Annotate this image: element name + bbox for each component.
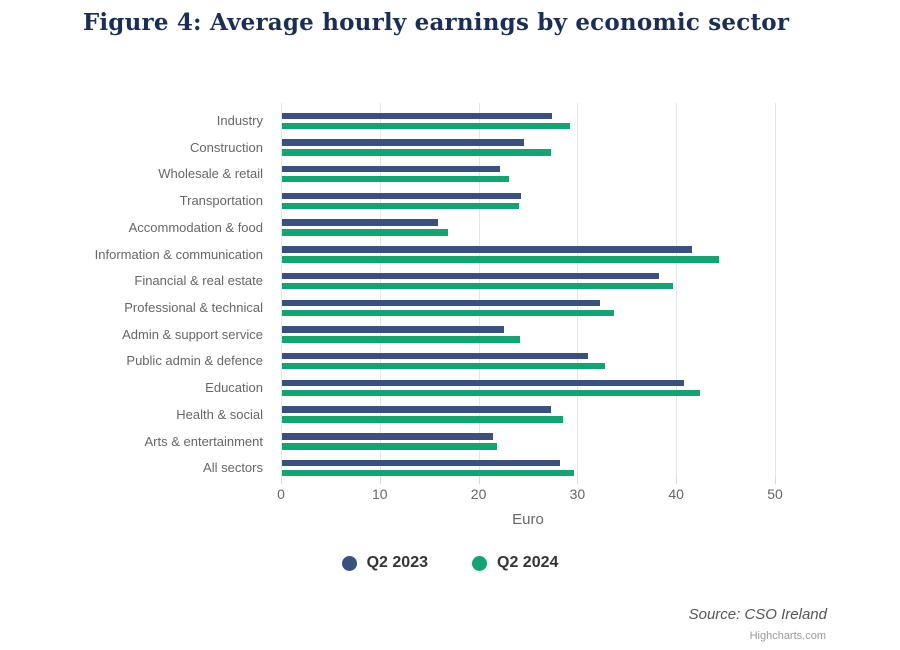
category-label: All sectors (203, 460, 263, 476)
highcharts-credits-link[interactable]: Highcharts.com (749, 630, 826, 642)
bar-q2-2023[interactable] (282, 406, 551, 413)
category-label: Admin & support service (122, 326, 263, 342)
chart-title: Figure 4: Average hourly earnings by eco… (82, 9, 790, 36)
bar-q2-2023[interactable] (282, 246, 693, 253)
x-tick-label: 50 (767, 486, 783, 502)
category-axis: Industry Construction Wholesale & retail Tr… (0, 103, 263, 477)
gridline (577, 103, 579, 477)
bar-q2-2024[interactable] (282, 122, 570, 129)
category-label: Accommodation & food (128, 219, 263, 235)
bar-q2-2023[interactable] (282, 299, 601, 306)
legend-label: Q2 2023 (366, 554, 428, 571)
category-label: Arts & entertainment (144, 433, 264, 449)
gridline (676, 103, 678, 477)
gridline (775, 103, 776, 477)
x-tick-label: 0 (277, 486, 285, 502)
bar-q2-2023[interactable] (282, 192, 522, 200)
bar-q2-2023[interactable] (282, 379, 685, 387)
bar-q2-2023[interactable] (282, 165, 501, 173)
bar-q2-2023[interactable] (282, 352, 589, 360)
legend-marker-icon (341, 555, 357, 571)
x-tick (478, 477, 480, 484)
x-tick-label: 20 (470, 486, 487, 502)
source-text: Source: CSO Ireland (688, 606, 827, 623)
bar-q2-2023[interactable] (282, 459, 560, 467)
bar-q2-2023[interactable] (282, 139, 525, 146)
bar-q2-2024[interactable] (282, 309, 614, 316)
legend-marker-icon (472, 555, 487, 571)
bar-q2-2024[interactable] (282, 256, 719, 263)
legend-item-q2-2024[interactable]: Q2 2024 (472, 554, 558, 572)
x-tick (577, 477, 579, 484)
category-label: Health & social (176, 406, 263, 422)
legend-item-q2-2023[interactable]: Q2 2023 (341, 554, 428, 572)
gridline (281, 103, 282, 477)
x-tick-label: 30 (569, 486, 586, 502)
x-axis-title: Euro (512, 511, 544, 528)
bar-q2-2024[interactable] (282, 175, 510, 183)
bar-q2-2024[interactable] (282, 202, 520, 210)
legend-label: Q2 2024 (497, 554, 559, 571)
bar-q2-2023[interactable] (282, 112, 552, 119)
gridline (478, 103, 480, 477)
x-tick (379, 477, 381, 484)
bar-q2-2024[interactable] (282, 336, 521, 343)
bar-q2-2023[interactable] (282, 433, 494, 440)
legend: Q2 2023 Q2 2024 (0, 554, 900, 572)
category-label: Financial & real estate (134, 273, 263, 289)
value-axis: 0 10 20 30 40 50 (277, 486, 783, 504)
bar-q2-2023[interactable] (282, 272, 660, 280)
bar-q2-2024[interactable] (282, 362, 606, 370)
category-label: Information & communication (94, 246, 263, 262)
bar-q2-2024[interactable] (282, 389, 700, 397)
x-tick (775, 477, 776, 484)
category-label: Professional & technical (124, 300, 263, 315)
category-label: Public admin & defence (126, 353, 263, 369)
category-label: Construction (190, 139, 263, 155)
category-label: Wholesale & retail (158, 166, 263, 182)
x-tick-label: 10 (372, 486, 388, 502)
bar-q2-2023[interactable] (282, 326, 505, 333)
plot-area (281, 103, 779, 484)
bar-q2-2024[interactable] (282, 443, 498, 450)
category-label: Transportation (179, 193, 263, 209)
bar-q2-2024[interactable] (282, 229, 448, 236)
x-tick (281, 477, 282, 484)
bar-q2-2024[interactable] (282, 416, 563, 423)
bar-q2-2024[interactable] (282, 282, 674, 290)
gridline (379, 103, 381, 477)
bar-q2-2024[interactable] (282, 469, 575, 477)
x-tick (676, 477, 678, 484)
bar-q2-2024[interactable] (282, 149, 551, 156)
category-label: Education (205, 380, 263, 396)
category-label: Industry (216, 113, 263, 128)
bar-q2-2023[interactable] (282, 219, 439, 226)
x-tick-label: 40 (668, 486, 684, 502)
